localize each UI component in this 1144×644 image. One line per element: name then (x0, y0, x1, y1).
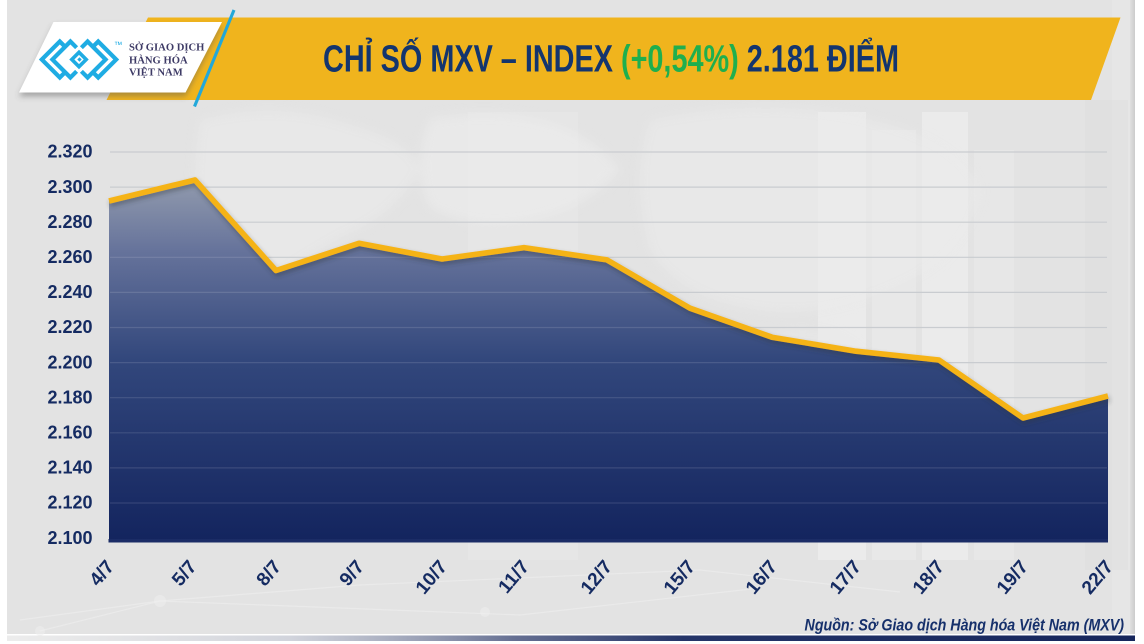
svg-text:VIỆT NAM: VIỆT NAM (129, 65, 183, 78)
svg-text:SỞ GIAO DỊCH: SỞ GIAO DỊCH (129, 41, 205, 53)
svg-text:2.300: 2.300 (47, 177, 92, 197)
svg-text:2.240: 2.240 (47, 282, 92, 302)
svg-text:2.200: 2.200 (47, 352, 92, 372)
svg-text:2.320: 2.320 (47, 142, 92, 162)
svg-text:Nguồn: Sở Giao dịch Hàng hóa V: Nguồn: Sở Giao dịch Hàng hóa Việt Nam (M… (805, 617, 1124, 635)
svg-text:2.160: 2.160 (47, 423, 92, 443)
svg-text:2.140: 2.140 (47, 458, 92, 478)
svg-text:HÀNG HÓA: HÀNG HÓA (129, 54, 188, 66)
svg-text:CHỈ SỐ MXV – INDEX (+0,54%) 2.: CHỈ SỐ MXV – INDEX (+0,54%) 2.181 ĐIỂM (323, 36, 899, 80)
svg-text:2.120: 2.120 (47, 493, 92, 513)
svg-text:™: ™ (114, 40, 123, 50)
svg-text:2.180: 2.180 (47, 387, 92, 407)
svg-text:2.100: 2.100 (47, 528, 92, 548)
svg-text:2.220: 2.220 (47, 317, 92, 337)
svg-text:2.280: 2.280 (47, 212, 92, 232)
svg-text:2.260: 2.260 (47, 247, 92, 267)
